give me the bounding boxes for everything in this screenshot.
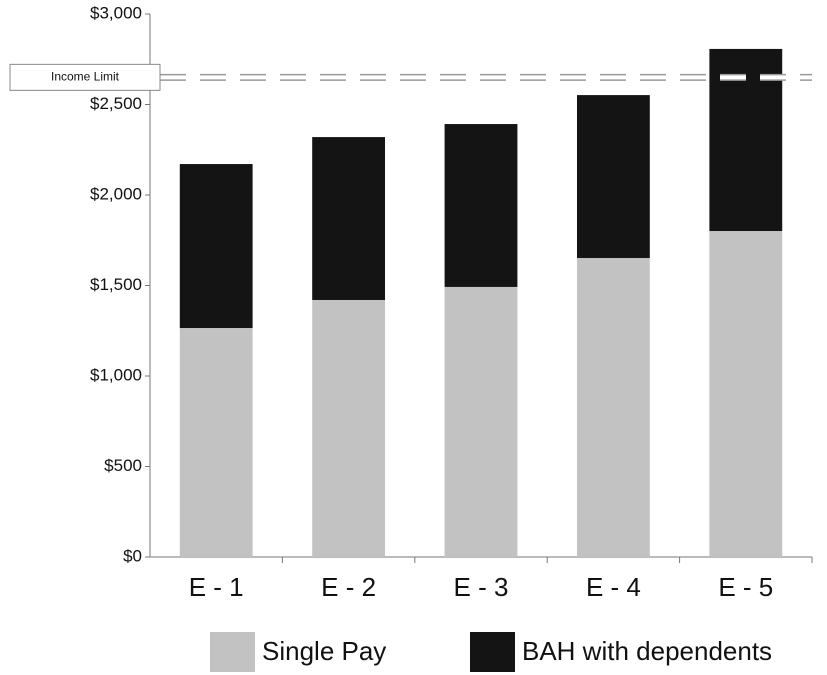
y-tick-label: $2,000: [90, 184, 142, 203]
x-tick-label: E - 3: [454, 572, 509, 602]
y-tick-label: $3,000: [90, 3, 142, 22]
x-tick-label: E - 2: [321, 572, 376, 602]
y-tick-label: $0: [123, 546, 142, 565]
legend-label: Single Pay: [262, 636, 386, 666]
bar-segment: [179, 328, 253, 557]
legend-swatch: [470, 632, 515, 672]
annotation-label: Income Limit: [51, 70, 120, 84]
y-tick-label: $2,500: [90, 94, 142, 113]
bar-segment: [576, 257, 650, 557]
bar-segment: [576, 95, 650, 258]
bar-segment: [444, 124, 518, 287]
annotation-box: [9, 63, 161, 91]
y-tick-label: $1,000: [90, 365, 142, 384]
bar-segment: [312, 137, 386, 300]
bar-segment: [709, 231, 783, 558]
y-tick-label: $500: [104, 456, 142, 475]
bar-segment: [444, 286, 518, 557]
bar-segment: [312, 299, 386, 557]
x-tick-label: E - 1: [189, 572, 244, 602]
legend-swatch: [210, 632, 255, 672]
bar-segment: [179, 164, 253, 329]
legend-label: BAH with dependents: [522, 636, 772, 666]
y-tick-label: $1,500: [90, 275, 142, 294]
x-tick-label: E - 4: [586, 572, 641, 602]
x-tick-label: E - 5: [718, 572, 773, 602]
